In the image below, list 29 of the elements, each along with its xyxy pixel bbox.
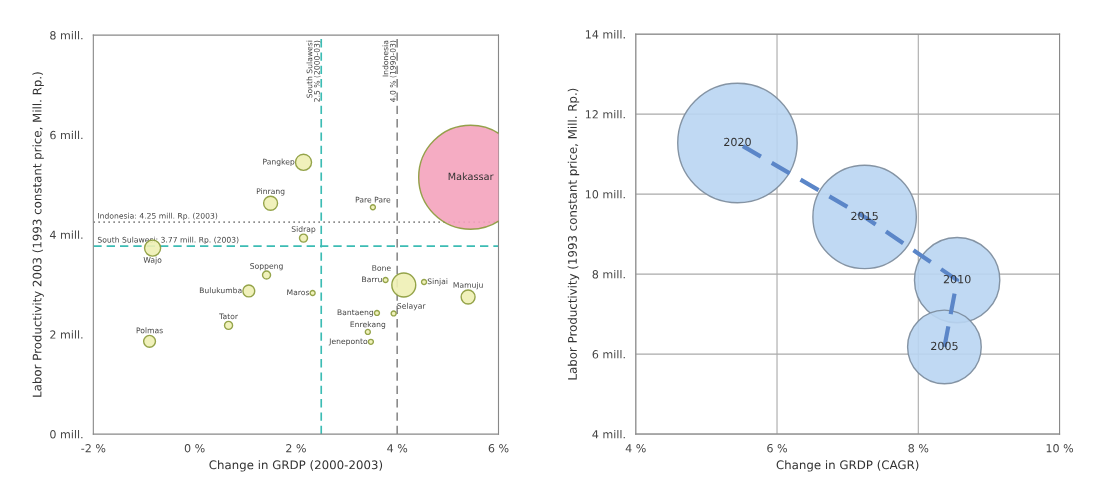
series-label: 2015 [851,211,878,221]
x-axis-title: Change in GRDP (2000-2003) [209,460,383,472]
x-tick-label: 8 % [908,444,929,453]
y-axis-title: Labor Productivity 2003 (1993 constant price, Mill. Rp.) [32,72,44,397]
y-tick-label: 6 mill. [592,349,625,359]
x-tick-label: -2 % [81,444,106,453]
x-axis-title: Change in GRDP (CAGR) [776,460,919,472]
y-tick-label: 4 mill. [592,429,625,439]
y-tick-label: 14 mill. [585,29,625,39]
y-tick-label: 12 mill. [585,109,625,119]
series-label: Makassar [448,172,494,181]
series-label: 2005 [931,341,958,351]
x-tick-label: 0 % [184,444,205,453]
x-tick-label: 2 % [286,444,306,453]
y-tick-label: 8 mill. [592,269,625,279]
y-tick-label: 8 mill. [50,30,83,40]
y-tick-label: 10 mill. [585,189,625,199]
y-axis-title: Labor Productivity (1993 constant price, Mill. Rp.) [567,88,580,380]
series-label: 2010 [943,274,971,284]
x-tick-label: 6 % [767,444,787,453]
x-tick-label: 10 % [1046,444,1074,453]
x-tick-label: 6 % [488,444,509,453]
x-tick-label: 4 % [625,444,646,453]
y-tick-label: 4 mill. [49,230,83,239]
series-label: 2020 [724,137,751,147]
y-tick-label: 2 mill. [50,330,83,339]
y-tick-label: 6 mill. [50,130,83,140]
x-tick-label: 4 % [387,444,408,453]
y-tick-label: 0 mill. [50,429,83,439]
